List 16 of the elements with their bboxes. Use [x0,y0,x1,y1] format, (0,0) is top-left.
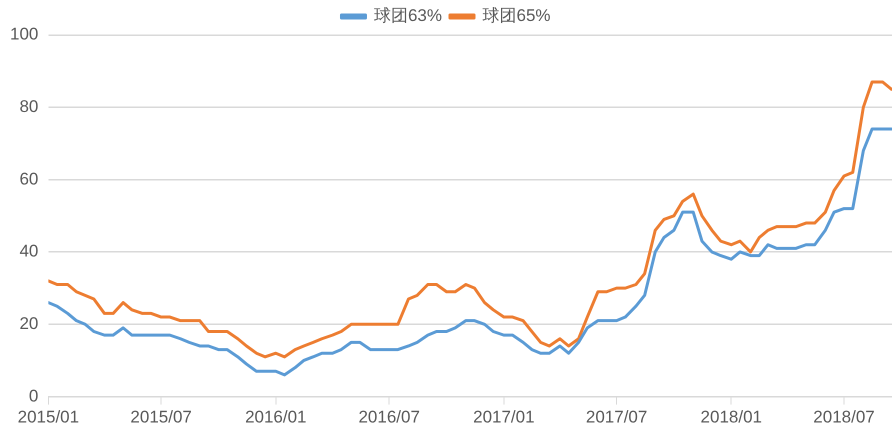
x-tick-label: 2018/07 [813,407,875,426]
y-tick-label: 40 [19,242,38,261]
y-tick-label: 60 [19,169,38,188]
x-tick-label: 2018/01 [700,407,762,426]
y-tick-label: 80 [19,97,38,116]
x-tick-label: 2017/07 [586,407,648,426]
x-tick-label: 2015/01 [18,407,80,426]
legend-label: 球团65% [482,6,551,26]
y-tick-label: 20 [19,314,38,333]
y-tick-label: 0 [28,386,38,406]
x-tick-label: 2015/07 [130,407,192,426]
legend-label: 球团63% [374,6,442,26]
x-tick-label: 2017/01 [473,407,535,426]
x-tick-label: 2016/07 [358,407,420,426]
y-tick-label: 100 [10,24,38,44]
x-tick-label: 2016/01 [245,407,307,426]
